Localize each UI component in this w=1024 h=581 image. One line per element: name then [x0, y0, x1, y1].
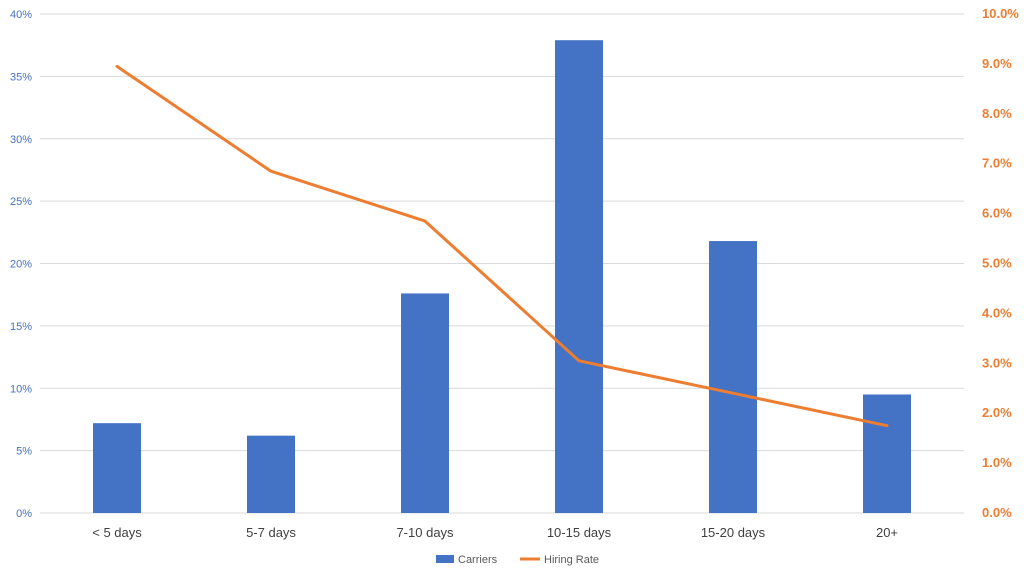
- x-category-label: 5-7 days: [246, 525, 296, 540]
- y-left-tick-label: 5%: [16, 446, 32, 458]
- x-category-label: 20+: [876, 525, 898, 540]
- bar-carriers: [401, 293, 449, 513]
- y-left-tick-label: 0%: [16, 508, 32, 520]
- x-category-label: 10-15 days: [547, 525, 612, 540]
- bar-carriers: [555, 40, 603, 513]
- y-right-tick-label: 8.0%: [982, 106, 1012, 121]
- y-right-tick-label: 10.0%: [982, 6, 1019, 21]
- y-left-tick-label: 10%: [10, 383, 32, 395]
- y-left-tick-label: 35%: [10, 71, 32, 83]
- x-category-label: < 5 days: [92, 525, 142, 540]
- y-left-tick-label: 25%: [10, 196, 32, 208]
- x-category-label: 15-20 days: [701, 525, 766, 540]
- y-left-tick-label: 15%: [10, 321, 32, 333]
- y-right-tick-label: 1.0%: [982, 455, 1012, 470]
- y-right-tick-label: 6.0%: [982, 206, 1012, 221]
- bar-carriers: [863, 394, 911, 513]
- line-hiring-rate: [117, 66, 887, 425]
- y-right-tick-label: 2.0%: [982, 405, 1012, 420]
- x-category-label: 7-10 days: [396, 525, 454, 540]
- legend-swatch-carriers: [436, 555, 454, 563]
- y-right-tick-label: 3.0%: [982, 355, 1012, 370]
- bar-carriers: [93, 423, 141, 513]
- legend-label-hiring-rate: Hiring Rate: [544, 554, 599, 566]
- bar-carriers: [247, 436, 295, 513]
- y-right-tick-label: 9.0%: [982, 56, 1012, 71]
- y-left-tick-label: 40%: [10, 9, 32, 21]
- y-right-tick-label: 7.0%: [982, 156, 1012, 171]
- y-right-tick-label: 4.0%: [982, 305, 1012, 320]
- y-left-tick-label: 30%: [10, 134, 32, 146]
- y-right-tick-label: 0.0%: [982, 505, 1012, 520]
- y-right-tick-label: 5.0%: [982, 256, 1012, 271]
- y-left-tick-label: 20%: [10, 259, 32, 271]
- bar-carriers: [709, 241, 757, 513]
- legend-label-carriers: Carriers: [458, 554, 498, 566]
